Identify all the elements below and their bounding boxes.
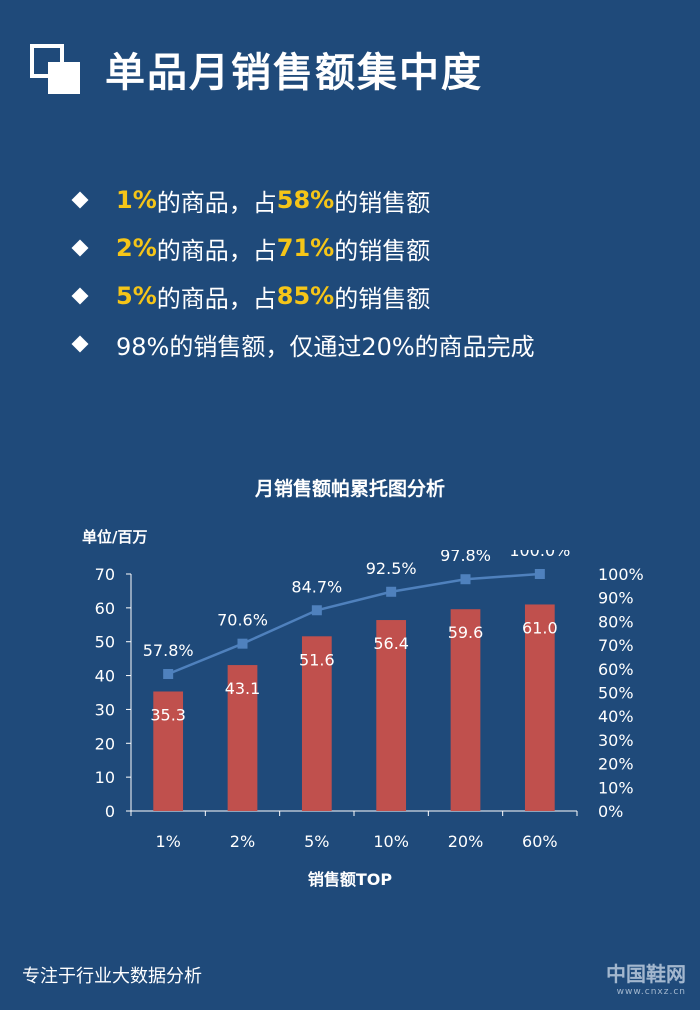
bullet-item: 98%的销售额，仅通过20%的商品完成: [70, 320, 535, 368]
diamond-icon: [71, 239, 89, 257]
x-tick-label: 5%: [304, 832, 329, 851]
bar: [450, 609, 481, 811]
y2-tick-label: 40%: [598, 707, 634, 726]
bullet-highlight: 71%: [276, 234, 335, 262]
line-marker: [460, 574, 471, 585]
footer-text: 专注于行业大数据分析: [22, 966, 202, 987]
diamond-icon: [71, 287, 89, 305]
bar-data-label: 51.6: [299, 650, 335, 669]
bullet-text: 的商品，占: [156, 236, 277, 265]
bullet-highlight: 85%: [276, 282, 335, 310]
y-tick-label: 0: [105, 802, 115, 821]
watermark-logo: 中国鞋网 www.cnxz.cn: [606, 958, 686, 997]
bar: [524, 604, 555, 811]
y2-tick-label: 90%: [598, 589, 634, 608]
bullet-list: 1% 的商品，占 58% 的销售额 2% 的商品，占 71% 的销售额 5% 的…: [70, 176, 535, 368]
bullet-text: 的商品，占: [156, 188, 277, 217]
y2-tick-label: 30%: [598, 731, 634, 750]
line-marker: [311, 605, 322, 616]
bullet-text: 的销售额: [334, 284, 431, 313]
bar-data-label: 59.6: [448, 623, 484, 642]
y-tick-label: 30: [95, 700, 115, 719]
x-tick-label: 2%: [230, 832, 255, 851]
y2-tick-label: 80%: [598, 612, 634, 631]
bullet-item: 2% 的商品，占 71% 的销售额: [70, 224, 535, 272]
bullet-highlight: 58%: [276, 186, 335, 214]
x-axis-title: 销售额TOP: [307, 870, 393, 889]
x-tick-label: 60%: [522, 832, 558, 851]
diamond-icon: [71, 191, 89, 209]
bar-data-label: 56.4: [373, 634, 409, 653]
y2-tick-label: 60%: [598, 660, 634, 679]
cumulative-line: [167, 572, 540, 676]
line-data-label: 57.8%: [143, 641, 194, 660]
line-marker: [237, 638, 248, 649]
bullet-text: 的销售额: [334, 236, 431, 265]
bar: [227, 665, 258, 811]
line-marker: [386, 586, 397, 597]
y-tick-label: 20: [95, 734, 115, 753]
y-tick-label: 70: [95, 565, 115, 584]
y2-tick-label: 10%: [598, 778, 634, 797]
x-tick-label: 1%: [155, 832, 180, 851]
bullet-highlight: 2%: [116, 234, 157, 262]
line-data-label: 92.5%: [366, 559, 417, 578]
bar: [376, 620, 407, 811]
line-data-label: 100.0%: [509, 550, 570, 560]
x-tick-label: 20%: [448, 832, 484, 851]
y2-tick-label: 0%: [598, 802, 623, 821]
y2-tick-label: 50%: [598, 684, 634, 703]
title-logo-icon: [30, 44, 82, 96]
bar-data-label: 43.1: [225, 679, 261, 698]
watermark-url: www.cnxz.cn: [616, 987, 686, 997]
y-tick-label: 60: [95, 599, 115, 618]
y2-tick-label: 20%: [598, 755, 634, 774]
y-axis-unit-label: 单位/百万: [82, 528, 148, 546]
y-tick-label: 50: [95, 633, 115, 652]
bullet-item: 1% 的商品，占 58% 的销售额: [70, 176, 535, 224]
chart-title: 月销售额帕累托图分析: [254, 478, 445, 500]
pareto-chart: 0 10 20 30 40 50 60 70 0% 10% 20% 30% 40% 50% 60% 70% 80…: [95, 550, 644, 851]
line-marker: [534, 569, 545, 579]
bullet-highlight: 5%: [116, 282, 157, 310]
watermark-text: 中国鞋网: [606, 962, 686, 986]
y2-tick-label: 100%: [598, 565, 644, 584]
line-data-label: 84.7%: [291, 577, 342, 596]
line-data-label: 70.6%: [217, 611, 268, 630]
line-marker: [163, 669, 174, 680]
diamond-icon: [71, 335, 89, 353]
bar-data-label: 35.3: [150, 705, 186, 724]
page-title: 单品月销售额集中度: [105, 50, 483, 96]
bar: [301, 636, 332, 811]
bar-data-label: 61.0: [522, 618, 558, 637]
bar: [153, 691, 184, 811]
x-tick-label: 10%: [373, 832, 409, 851]
y-tick-label: 10: [95, 768, 115, 787]
bullet-highlight: 1%: [116, 186, 157, 214]
bullet-item: 5% 的商品，占 85% 的销售额: [70, 272, 535, 320]
bullet-text: 98%的销售额，仅通过20%的商品完成: [116, 332, 535, 361]
y2-tick-label: 70%: [598, 636, 634, 655]
line-data-label: 97.8%: [440, 550, 491, 565]
y-tick-label: 40: [95, 667, 115, 686]
bullet-text: 的商品，占: [156, 284, 277, 313]
bullet-text: 的销售额: [334, 188, 431, 217]
